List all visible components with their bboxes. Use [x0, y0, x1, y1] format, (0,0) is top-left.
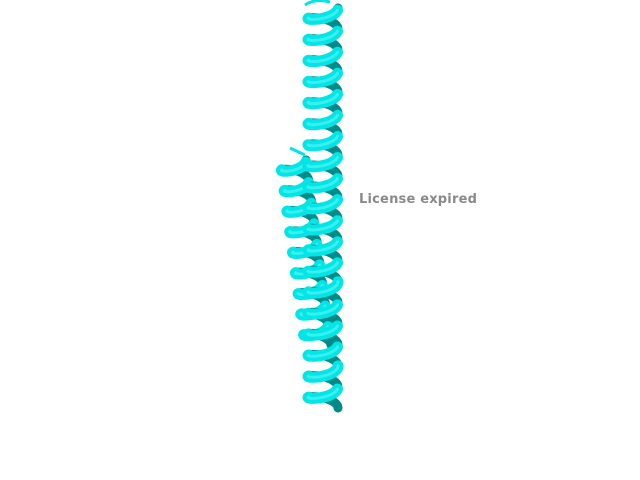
helix-highlight: [306, 8, 340, 400]
helix-long: [289, 0, 344, 413]
tail-top: [304, 0, 331, 7]
license-expired-label: License expired: [359, 192, 478, 207]
tail-mid: [289, 146, 306, 157]
